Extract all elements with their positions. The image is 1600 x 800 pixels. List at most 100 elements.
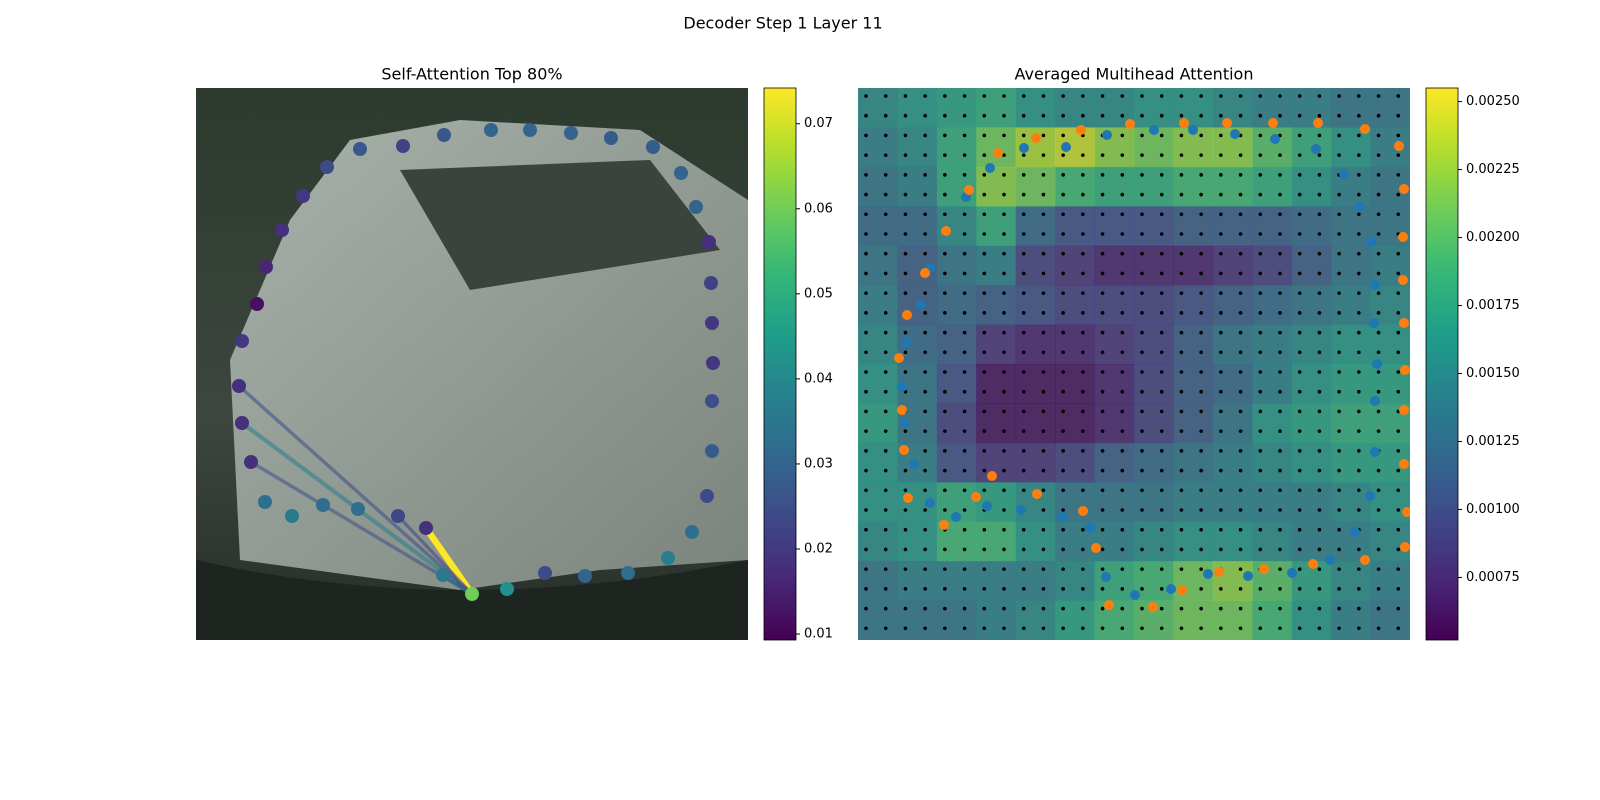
grid-dot (1140, 153, 1144, 157)
heatmap-cell (936, 561, 977, 602)
grid-dot (923, 567, 927, 571)
grid-dot (943, 192, 947, 197)
grid-dot (1258, 527, 1263, 532)
grid-dot (943, 291, 947, 295)
grid-dot (1238, 192, 1243, 197)
point (901, 337, 911, 347)
grid-dot (943, 153, 947, 157)
heatmap-cell (1173, 403, 1214, 444)
grid-dot (1258, 429, 1263, 433)
grid-dot (1258, 113, 1263, 118)
colorbar-tick-label: 0.00250 (1466, 94, 1520, 109)
point (1313, 118, 1323, 128)
heatmap-cell (1173, 206, 1214, 247)
grid-dot (883, 449, 888, 453)
grid-dot (1041, 192, 1046, 197)
heatmap-cell (936, 285, 977, 326)
heatmap-cell (1291, 403, 1332, 444)
grid-dot (864, 212, 868, 217)
grid-dot (903, 587, 908, 591)
point (702, 235, 716, 249)
grid-dot (1297, 330, 1302, 335)
grid-dot (1337, 192, 1341, 197)
heatmap-cell (897, 127, 938, 168)
grid-dot (1061, 113, 1065, 118)
grid-dot (1081, 271, 1085, 276)
grid-dot (923, 508, 927, 512)
grid-dot (1061, 330, 1065, 335)
grid-dot (1297, 587, 1302, 591)
grid-dot (982, 113, 987, 118)
grid-dot (1061, 311, 1065, 315)
grid-dot (1179, 94, 1184, 98)
grid-dot (1219, 153, 1223, 157)
grid-dot (1357, 587, 1361, 591)
grid-dot (1376, 291, 1381, 295)
grid-dot (1278, 291, 1282, 295)
grid-dot (1002, 527, 1006, 532)
grid-dot (883, 311, 888, 315)
grid-dot (1061, 232, 1065, 236)
grid-dot (1159, 547, 1164, 552)
grid-dot (1258, 389, 1263, 394)
point (1400, 365, 1410, 375)
grid-dot (1140, 389, 1144, 394)
grid-dot (1081, 389, 1085, 394)
grid-dot (1179, 429, 1184, 433)
grid-dot (1396, 271, 1401, 276)
grid-dot (1238, 409, 1243, 414)
grid-dot (1297, 468, 1302, 473)
grid-dot (1021, 527, 1026, 532)
grid-dot (1317, 370, 1322, 374)
heatmap-cell (1055, 88, 1096, 128)
grid-dot (1297, 527, 1302, 532)
heatmap-cell (1094, 600, 1135, 640)
heatmap-cell (976, 521, 1017, 562)
grid-dot (1061, 291, 1065, 295)
grid-dot (943, 311, 947, 315)
grid-dot (1238, 212, 1243, 217)
grid-dot (1041, 429, 1046, 433)
grid-dot (1219, 212, 1223, 217)
heatmap-cell (858, 600, 898, 640)
grid-dot (1278, 527, 1282, 532)
heatmap-cell (1212, 482, 1253, 523)
grid-dot (903, 153, 908, 157)
grid-dot (1041, 153, 1046, 157)
grid-dot (1159, 429, 1164, 433)
heatmap-cell (1094, 166, 1135, 207)
grid-dot (903, 606, 908, 611)
grid-dot (1021, 488, 1026, 493)
point (899, 445, 909, 455)
grid-dot (1179, 626, 1184, 631)
grid-dot (1337, 311, 1341, 315)
point (500, 582, 514, 596)
grid-dot (903, 232, 908, 236)
grid-dot (1021, 291, 1026, 295)
heatmap-cell (1134, 324, 1174, 365)
grid-dot (1002, 94, 1006, 98)
heatmap-cell (936, 364, 977, 404)
grid-dot (883, 113, 888, 118)
grid-dot (1297, 389, 1302, 394)
grid-dot (1278, 429, 1282, 433)
heatmap-cell (1015, 88, 1056, 128)
grid-dot (1396, 606, 1401, 611)
grid-dot (1120, 449, 1125, 453)
grid-dot (1258, 271, 1263, 276)
grid-dot (903, 626, 908, 631)
grid-dot (1159, 232, 1164, 236)
grid-dot (1278, 389, 1282, 394)
grid-dot (943, 330, 947, 335)
heatmap-cell (1094, 127, 1135, 168)
grid-dot (1100, 547, 1105, 552)
grid-dot (1258, 449, 1263, 453)
grid-dot (1376, 389, 1381, 394)
grid-dot (1002, 389, 1006, 394)
colorbar-tick-label: 0.00150 (1466, 366, 1520, 381)
grid-dot (1357, 567, 1361, 571)
grid-dot (982, 389, 987, 394)
grid-dot (1041, 251, 1046, 256)
grid-dot (864, 527, 868, 532)
grid-dot (1021, 192, 1026, 197)
